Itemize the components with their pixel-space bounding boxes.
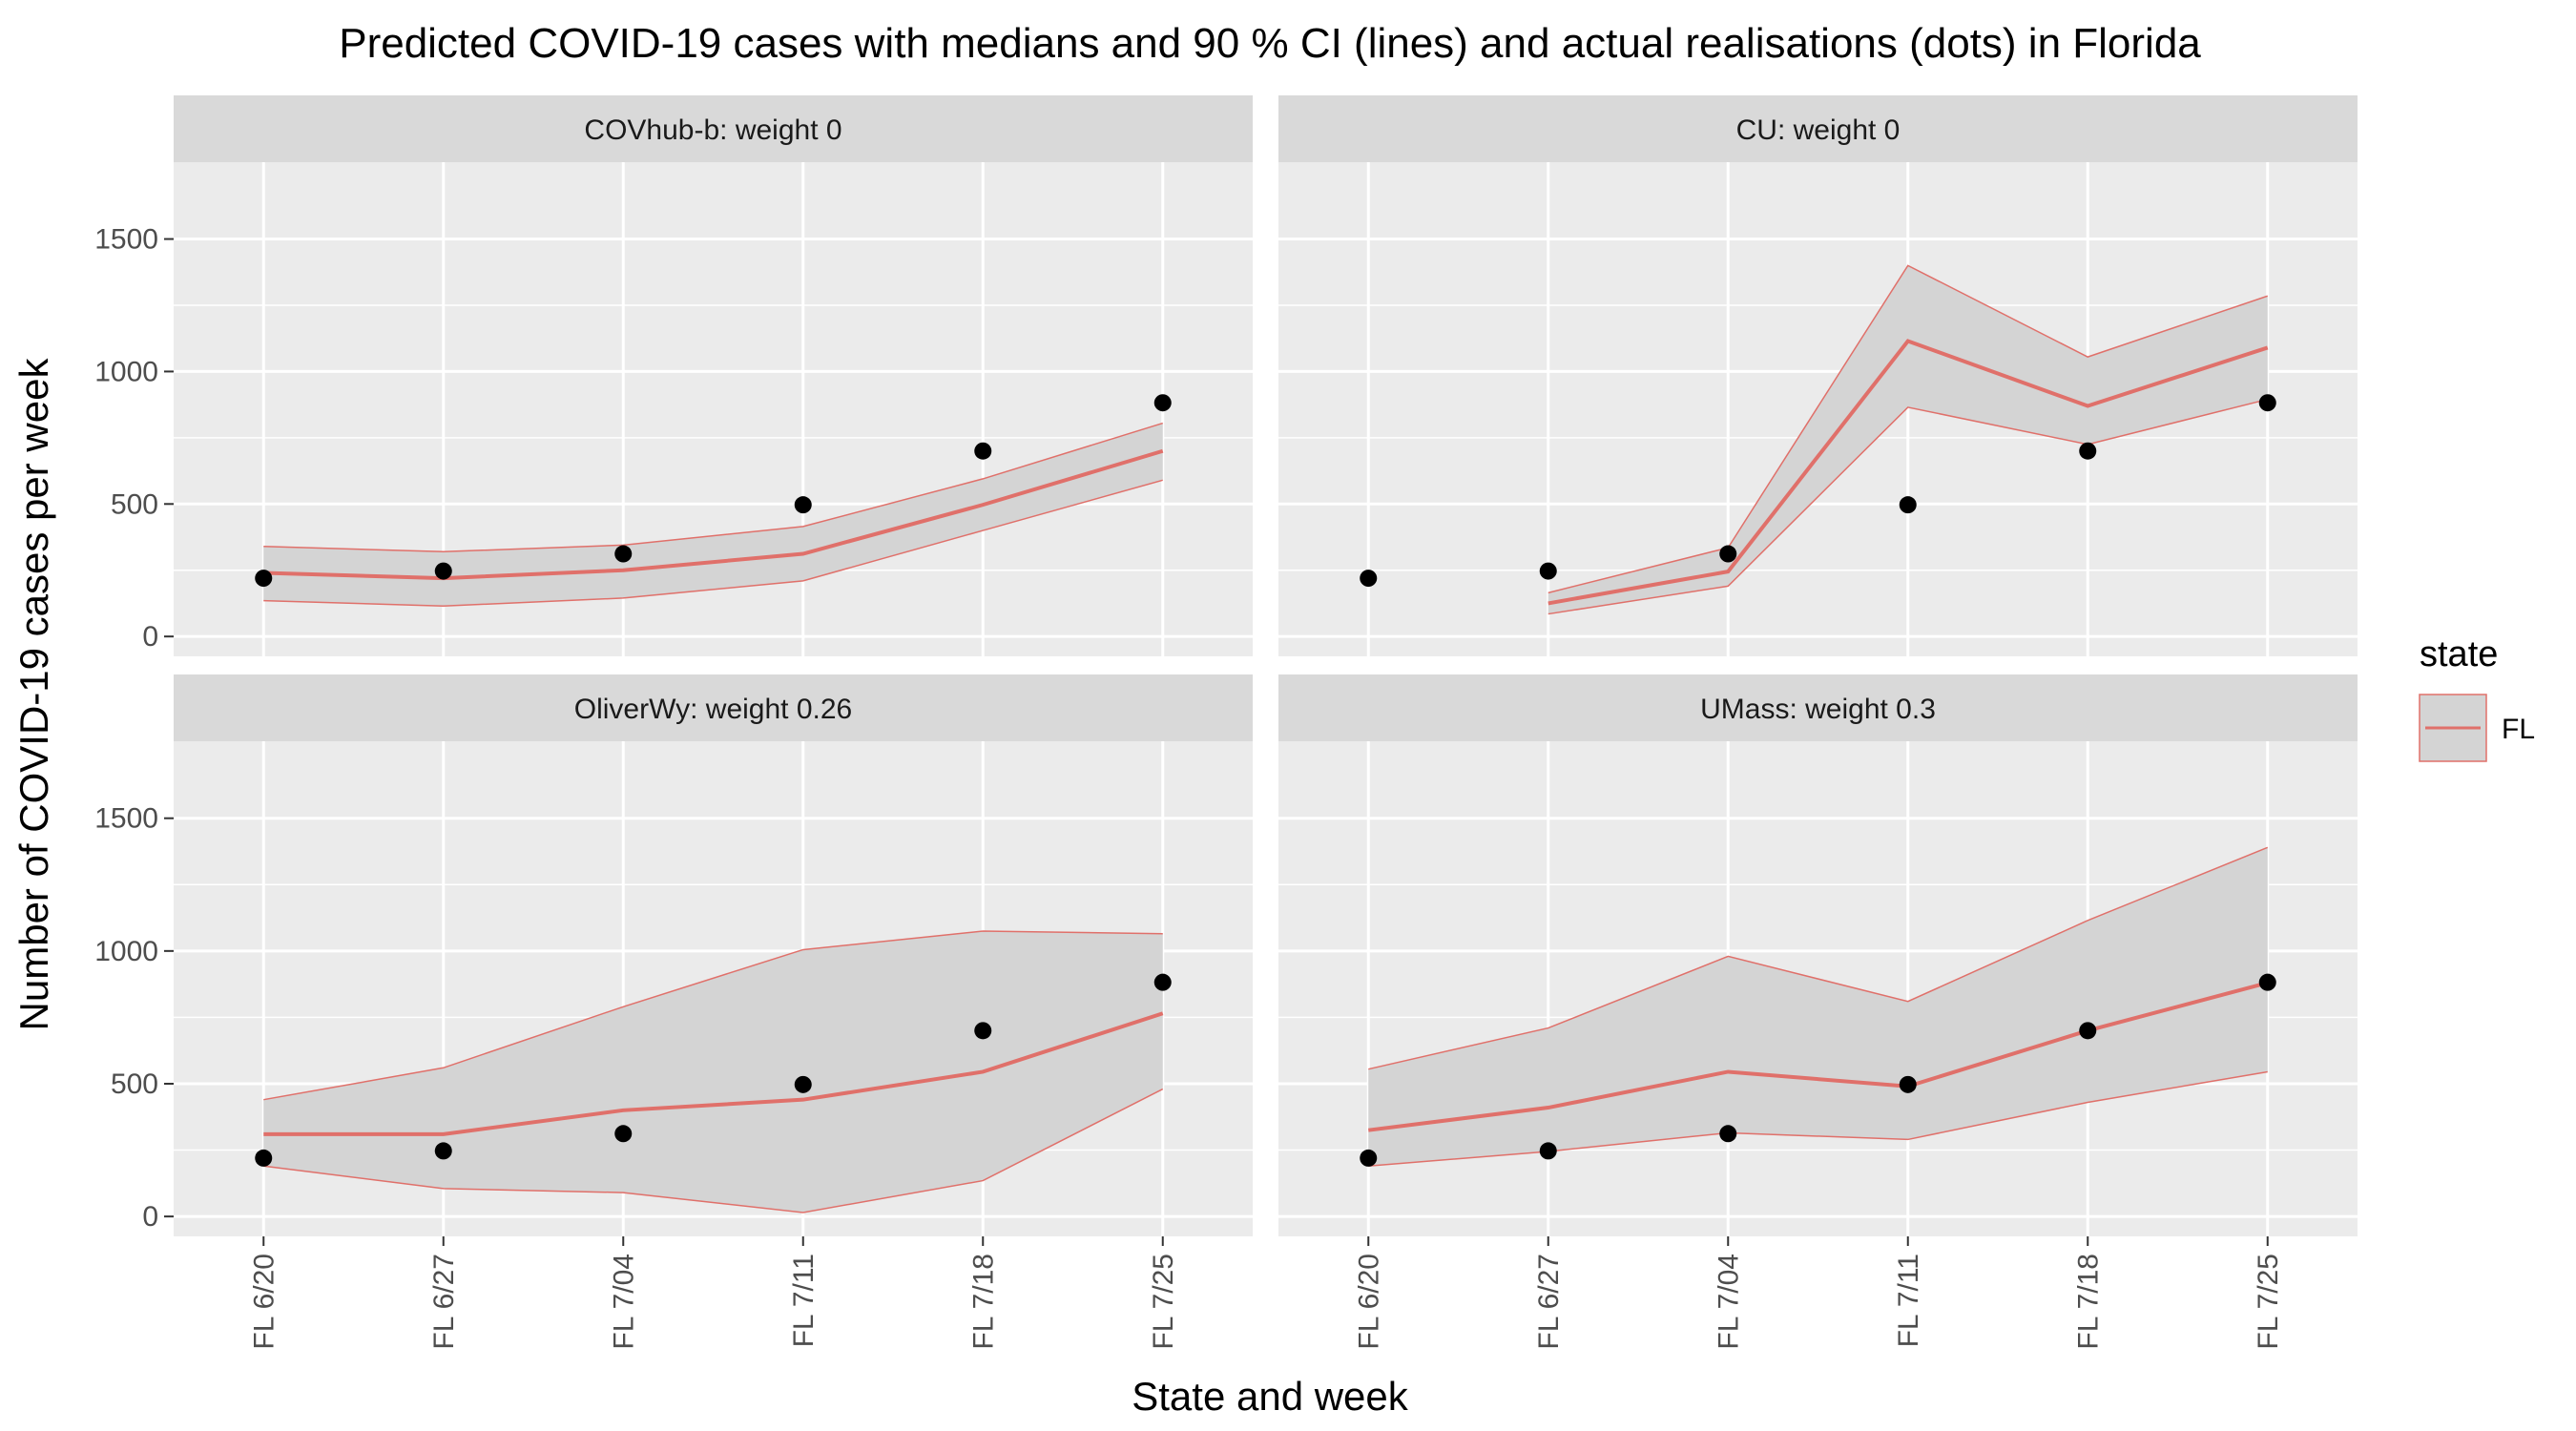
actual-point (1719, 545, 1737, 563)
actual-point (1899, 1075, 1917, 1093)
actual-point (614, 1125, 633, 1143)
median-line (263, 1011, 1164, 1136)
actual-point (1539, 562, 1557, 580)
x-tick-label: FL 6/20 (1353, 1254, 1384, 1350)
actual-point (1153, 394, 1172, 412)
actual-point (794, 496, 812, 514)
y-tick-label: 500 (111, 488, 158, 520)
facet-panel: COVhub-b: weight 0 0 500 1000 1500 (94, 95, 1253, 656)
facet-strip-label: OliverWy: weight 0.26 (574, 694, 853, 725)
facet-strip-label: UMass: weight 0.3 (1700, 694, 1936, 725)
legend: state FL (2419, 634, 2535, 762)
ci-ribbon (263, 423, 1163, 607)
median-line (263, 448, 1164, 581)
median-line (1548, 339, 2269, 606)
facet-panel: OliverWy: weight 0.26 0 500 1000 1500 FL 6/20… (94, 674, 1253, 1350)
x-tick-label: FL 7/04 (1713, 1254, 1744, 1350)
x-tick-label: FL 7/11 (788, 1254, 820, 1347)
ci-lower-line (263, 1088, 1164, 1213)
actual-point (794, 1075, 812, 1093)
actual-point (2258, 973, 2276, 991)
ci-lower-line (1368, 1070, 2268, 1168)
actual-point (1719, 1125, 1737, 1143)
actual-point (255, 1149, 273, 1167)
actual-point (2079, 442, 2097, 460)
facet-panel: CU: weight 0 (1278, 95, 2358, 656)
x-tick-label: FL 7/25 (2253, 1254, 2284, 1350)
y-tick-label: 1000 (94, 936, 158, 967)
ci-ribbon (263, 930, 1163, 1213)
ci-upper-line (1368, 846, 2269, 1070)
x-tick-label: FL 7/18 (2072, 1254, 2104, 1350)
actual-point (1360, 1149, 1378, 1167)
facet-strip (1278, 95, 2358, 162)
actual-point (614, 545, 633, 563)
ci-lower-line (263, 479, 1163, 607)
legend-label-fl: FL (2502, 714, 2535, 745)
x-tick-label: FL 7/04 (608, 1254, 639, 1350)
actual-point (2079, 1022, 2097, 1040)
actual-point (255, 570, 273, 588)
actual-point (2258, 394, 2276, 412)
y-tick-label: 0 (142, 1201, 158, 1233)
y-tick-label: 1500 (94, 224, 158, 256)
actual-point (974, 1022, 992, 1040)
ci-upper-line (263, 930, 1163, 1101)
ci-ribbon (1548, 265, 2268, 614)
ci-upper-line (1548, 264, 2268, 594)
facet-panels: COVhub-b: weight 0 0 500 1000 1500 CU: weight… (94, 95, 2358, 1350)
x-tick-label: FL 7/18 (967, 1254, 999, 1350)
actual-point (1360, 570, 1378, 588)
x-tick-label: FL 7/25 (1148, 1254, 1179, 1350)
facet-panel: UMass: weight 0.3 FL 6/20 FL 6/27 FL 7/04 FL… (1278, 674, 2358, 1350)
facet-strip (174, 674, 1253, 741)
y-tick-label: 1500 (94, 803, 158, 835)
facet-strip (174, 95, 1253, 162)
actual-point (1153, 973, 1172, 991)
x-tick-label: FL 6/27 (428, 1254, 460, 1350)
y-tick-label: 0 (142, 621, 158, 653)
x-axis-title: State and week (1132, 1374, 1409, 1419)
y-tick-label: 1000 (94, 356, 158, 387)
x-tick-label: FL 7/11 (1893, 1254, 1924, 1347)
ci-ribbon (1368, 847, 2268, 1167)
facet-strip (1278, 674, 2358, 741)
ci-upper-line (263, 422, 1163, 553)
y-axis-title: Number of COVID-19 cases per week (11, 358, 56, 1031)
actual-point (434, 562, 452, 580)
chart-title: Predicted COVID-19 cases with medians an… (339, 20, 2201, 67)
x-tick-label: FL 6/27 (1533, 1254, 1565, 1350)
actual-point (974, 442, 992, 460)
facet-strip-label: COVhub-b: weight 0 (584, 114, 841, 146)
median-line (1368, 981, 2269, 1132)
y-tick-label: 500 (111, 1068, 158, 1100)
actual-point (1899, 496, 1917, 514)
x-tick-label: FL 6/20 (248, 1254, 280, 1350)
actual-point (1539, 1142, 1557, 1160)
legend-title: state (2420, 634, 2498, 674)
ci-lower-line (1548, 398, 2268, 615)
actual-point (434, 1142, 452, 1160)
facet-strip-label: CU: weight 0 (1736, 114, 1901, 146)
